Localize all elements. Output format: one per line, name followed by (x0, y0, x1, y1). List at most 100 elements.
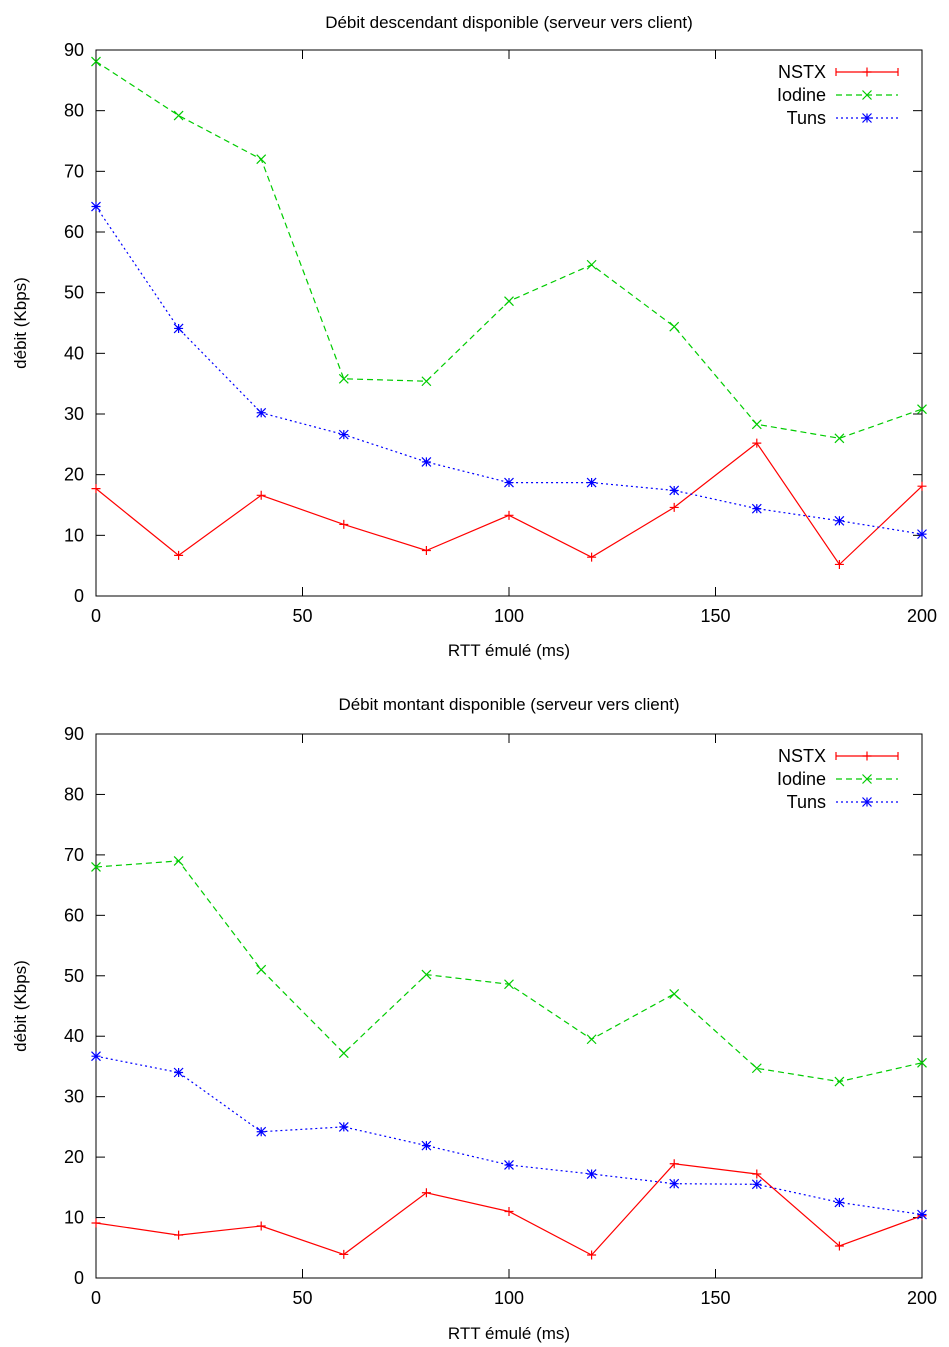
data-point-tuns (173, 1067, 184, 1078)
y-tick-label: 70 (64, 161, 84, 181)
x-tick-label: 100 (494, 1288, 524, 1308)
data-point-tuns (421, 457, 432, 467)
y-tick-label: 40 (64, 343, 84, 363)
data-point-iodine (173, 856, 184, 866)
data-point-tuns (91, 1051, 101, 1062)
data-point-iodine (834, 433, 845, 444)
x-tick-label: 100 (494, 606, 524, 626)
data-point-iodine (504, 296, 514, 307)
data-point-iodine (504, 979, 514, 990)
data-point-iodine (669, 321, 680, 332)
legend-marker-nstx (862, 751, 872, 761)
data-point-nstx (834, 559, 844, 569)
y-tick-label: 10 (64, 1208, 84, 1228)
legend-label: Iodine (777, 769, 826, 789)
series-line-tuns (95, 1055, 923, 1216)
y-tick-label: 50 (64, 283, 84, 303)
legend-marker-tuns (862, 797, 872, 807)
data-point-iodine (338, 373, 349, 384)
y-tick-label: 60 (64, 905, 84, 925)
data-point-iodine (256, 964, 267, 975)
chart-downstream: Débit descendant disponible (serveur ver… (11, 13, 937, 660)
x-tick-label: 150 (700, 606, 730, 626)
y-tick-label: 70 (64, 845, 84, 865)
legend-marker-iodine (862, 774, 872, 784)
chart-title: Débit montant disponible (serveur vers c… (338, 695, 679, 714)
data-point-tuns (751, 503, 762, 514)
data-point-tuns (173, 323, 184, 334)
data-point-iodine (586, 259, 597, 270)
data-point-nstx (91, 484, 101, 494)
data-point-iodine (91, 56, 101, 67)
data-point-iodine (173, 110, 184, 121)
legend-label: Iodine (777, 85, 826, 105)
y-tick-label: 90 (64, 40, 84, 60)
x-tick-label: 50 (292, 606, 312, 626)
x-tick-label: 200 (907, 1288, 937, 1308)
data-point-tuns (338, 1121, 349, 1132)
series-line-iodine (95, 860, 923, 1083)
y-tick-label: 10 (64, 525, 84, 545)
y-tick-label: 30 (64, 1087, 84, 1107)
data-point-tuns (504, 1160, 514, 1170)
data-point-tuns (917, 529, 927, 540)
y-tick-label: 80 (64, 101, 84, 121)
y-axis-label: débit (Kbps) (11, 960, 30, 1052)
data-point-nstx (834, 1241, 844, 1251)
x-tick-label: 0 (91, 1288, 101, 1308)
data-point-nstx (339, 519, 349, 529)
x-axis-label: RTT émulé (ms) (448, 1324, 570, 1343)
y-tick-label: 20 (64, 465, 84, 485)
chart-title: Débit descendant disponible (serveur ver… (325, 13, 693, 32)
data-point-tuns (586, 477, 597, 488)
data-point-iodine (834, 1076, 845, 1087)
data-point-iodine (421, 376, 432, 387)
data-point-nstx (504, 510, 514, 520)
y-tick-label: 0 (74, 586, 84, 606)
data-point-nstx (752, 1169, 762, 1179)
data-point-tuns (338, 429, 349, 440)
y-axis-label: débit (Kbps) (11, 277, 30, 369)
data-point-nstx (339, 1249, 349, 1259)
y-tick-label: 60 (64, 222, 84, 242)
data-point-nstx (917, 481, 927, 491)
data-point-nstx (174, 550, 184, 560)
x-tick-label: 50 (292, 1288, 312, 1308)
data-point-iodine (256, 154, 267, 165)
y-tick-label: 50 (64, 966, 84, 986)
series-line-tuns (95, 206, 923, 535)
plot-frame (95, 733, 923, 1279)
y-tick-label: 90 (64, 724, 84, 744)
legend-label: Tuns (787, 792, 826, 812)
data-point-iodine (917, 404, 927, 415)
data-point-tuns (504, 477, 514, 488)
data-point-nstx (421, 1188, 431, 1198)
x-tick-label: 200 (907, 606, 937, 626)
data-point-nstx (587, 552, 597, 562)
data-point-nstx (91, 1218, 101, 1228)
data-point-tuns (751, 1179, 762, 1190)
data-point-tuns (256, 1126, 267, 1137)
data-point-iodine (751, 419, 762, 430)
series-line-nstx (95, 442, 923, 566)
y-tick-label: 0 (74, 1268, 84, 1288)
legend-label: Tuns (787, 108, 826, 128)
x-axis-label: RTT émulé (ms) (448, 641, 570, 660)
data-point-iodine (917, 1057, 927, 1068)
x-tick-label: 0 (91, 606, 101, 626)
legend-label: NSTX (778, 62, 826, 82)
data-point-tuns (917, 1209, 927, 1220)
data-point-iodine (586, 1034, 597, 1045)
data-point-nstx (587, 1250, 597, 1260)
y-tick-label: 30 (64, 404, 84, 424)
data-point-iodine (91, 862, 101, 872)
data-point-tuns (256, 407, 267, 418)
legend-marker-iodine (862, 90, 872, 100)
data-point-tuns (669, 1178, 680, 1189)
data-point-iodine (751, 1063, 762, 1074)
data-point-nstx (669, 502, 679, 512)
data-point-iodine (669, 988, 680, 999)
y-tick-label: 40 (64, 1026, 84, 1046)
data-point-nstx (256, 490, 266, 500)
